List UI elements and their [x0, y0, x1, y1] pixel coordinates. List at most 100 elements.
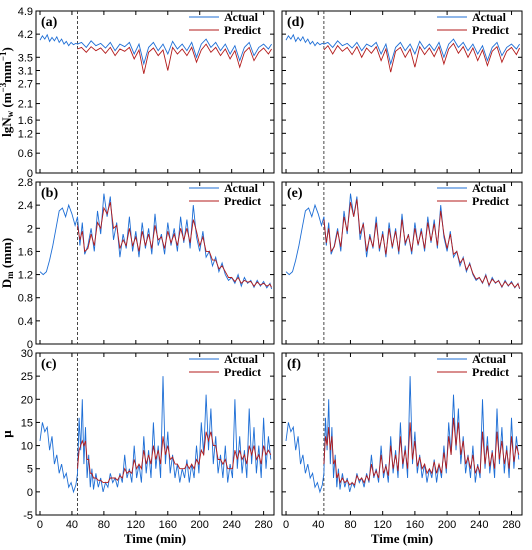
panel-frame: [35, 181, 275, 345]
x-tick-label: 40: [66, 519, 78, 531]
y-tick-label: 2.8: [18, 177, 33, 189]
y-axis-label-mu: μ: [0, 430, 14, 438]
y-tick-label: 2.4: [18, 200, 33, 212]
panel-frame: [281, 181, 523, 345]
panel-label: (b): [41, 186, 58, 201]
panel-frame: [281, 10, 523, 174]
y-tick-label: 1.2: [18, 270, 33, 282]
y-axis-label-sub: w: [5, 110, 15, 117]
predict-series-line: [77, 431, 272, 484]
y-tick-label: 2.7: [18, 79, 33, 91]
legend-predict-label: Predict: [224, 23, 261, 37]
panel-lgNw-left: 0 0.6 1.21.6 2.1 2.73.1 3.5 4.2 4.9 (a) ActualPre…: [18, 6, 275, 180]
x-tick-label: 0: [283, 519, 289, 531]
panel-label: (f): [287, 357, 301, 372]
x-axis-label: Time (min): [124, 531, 186, 546]
y-tick-label: 10: [21, 441, 33, 453]
y-axis-label-rest: (m: [0, 92, 14, 111]
plot-area: [285, 11, 521, 173]
predict-series-line: [323, 199, 521, 289]
y-tick-label: 0: [27, 339, 33, 351]
y-axis-label-sub: m: [5, 271, 15, 279]
y-tick-label: 15: [21, 417, 33, 429]
actual-series-line: [285, 376, 520, 494]
predict-series-line: [323, 42, 521, 73]
plot-area: [39, 353, 272, 515]
panel-frame: [281, 352, 523, 516]
y-tick-label: 4.2: [18, 29, 33, 41]
panel-label: (a): [41, 15, 58, 30]
x-tick-label: 160: [159, 519, 177, 531]
legend-actual-label: Actual: [224, 352, 259, 366]
x-tick-label: 40: [312, 519, 324, 531]
x-tick-label: 240: [470, 519, 488, 531]
legend-predict-label: Predict: [472, 365, 509, 379]
plot-area: [39, 11, 272, 173]
panel-frame: [35, 10, 275, 174]
y-tick-label: 2.1: [18, 99, 33, 111]
y-tick-label: 3.1: [18, 66, 33, 78]
x-tick-label: 160: [406, 519, 424, 531]
y-axis-label-main: D: [0, 279, 14, 288]
x-tick-label: 0: [37, 519, 43, 531]
legend-actual-label: Actual: [472, 181, 507, 195]
legend-predict-label: Predict: [224, 365, 261, 379]
legend-predict-label: Predict: [224, 194, 261, 208]
x-tick-label: 120: [127, 519, 145, 531]
y-axis-label-rest: (mm): [0, 238, 14, 272]
y-tick-label: 0: [27, 168, 33, 180]
actual-series-line: [39, 33, 272, 66]
x-tick-label: 80: [98, 519, 110, 531]
y-tick-label: 1.2: [18, 128, 33, 140]
predict-series-line: [77, 43, 272, 74]
panel-label: (e): [287, 186, 303, 201]
y-tick-label: 25: [21, 371, 33, 383]
y-tick-label: 2: [27, 223, 33, 235]
y-axis-label-lgNw: lgNw (m−3mm−1): [0, 47, 15, 137]
legend-actual-label: Actual: [224, 10, 259, 24]
y-axis-label-sup: −1: [0, 51, 8, 61]
plot-area: [285, 353, 520, 515]
panel-label: (d): [287, 15, 304, 30]
y-tick-label: 5: [27, 464, 33, 476]
legend-actual-label: Actual: [224, 181, 259, 195]
legend-predict-label: Predict: [472, 194, 509, 208]
y-tick-label: 4.9: [18, 6, 33, 18]
actual-series-line: [285, 33, 520, 66]
y-axis-label-sup: −3: [0, 82, 8, 92]
y-tick-label: 3.5: [18, 52, 33, 64]
legend-predict-label: Predict: [472, 23, 509, 37]
y-axis-label-unit: mm: [0, 61, 14, 83]
actual-series-line: [39, 376, 272, 494]
y-axis-label-end: ): [0, 47, 14, 51]
panel-label: (c): [41, 357, 57, 372]
panel-frame: [35, 352, 275, 516]
x-tick-label: 200: [191, 519, 209, 531]
x-tick-label: 280: [254, 519, 272, 531]
y-tick-label: 0: [27, 487, 33, 499]
x-tick-label: 280: [502, 519, 520, 531]
y-axis-label-Dm: Dm (mm): [0, 238, 15, 288]
x-tick-label: 200: [438, 519, 456, 531]
actual-series-line: [39, 193, 273, 290]
y-axis-label-main: μ: [0, 430, 14, 438]
predict-series-line: [77, 202, 272, 288]
y-tick-label: 30: [21, 348, 33, 360]
y-axis-label-main: lgN: [0, 117, 14, 137]
x-tick-label: 120: [373, 519, 391, 531]
x-axis-label: Time (min): [371, 531, 433, 546]
plot-area: [39, 182, 273, 344]
x-tick-label: 240: [222, 519, 240, 531]
y-tick-label: 0.8: [18, 293, 33, 305]
x-tick-label: 80: [344, 519, 356, 531]
y-tick-label: 20: [21, 394, 33, 406]
legend-actual-label: Actual: [472, 352, 507, 366]
y-tick-label: -5: [23, 510, 33, 522]
y-tick-label: 1.6: [18, 115, 33, 127]
y-tick-label: 1.6: [18, 246, 33, 258]
y-tick-label: 0.6: [18, 148, 33, 160]
